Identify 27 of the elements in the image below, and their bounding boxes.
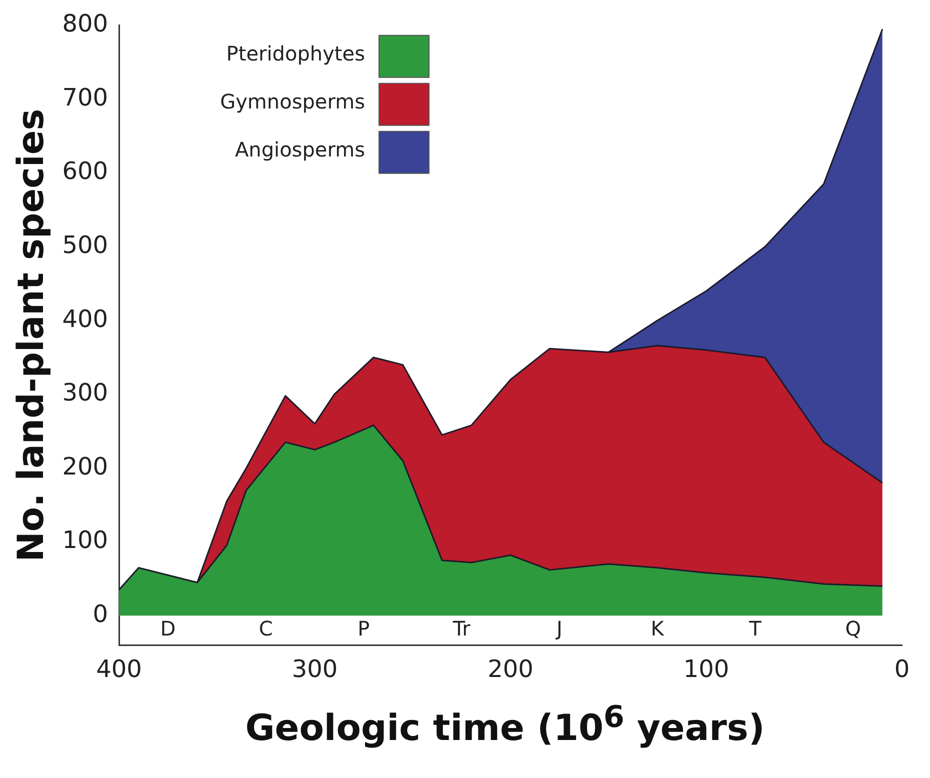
annotation: J bbox=[554, 616, 562, 641]
y-tick-label: 200 bbox=[62, 452, 108, 480]
x-axis-title: Geologic time (10$^{6}$ years) bbox=[244, 700, 766, 749]
y-tick-label: 0 bbox=[92, 600, 108, 628]
x-tick-label: 100 bbox=[683, 654, 730, 683]
x-tick-label: 0 bbox=[894, 654, 910, 683]
y-tick-label: 700 bbox=[62, 83, 108, 112]
annotation: Tr bbox=[452, 616, 472, 641]
y-tick-label: 100 bbox=[62, 526, 108, 554]
y-tick-label: 600 bbox=[62, 157, 108, 186]
annotation: D bbox=[160, 616, 176, 641]
x-tick-label: 300 bbox=[292, 654, 338, 683]
y-axis-title: No. land-plant species bbox=[10, 108, 52, 562]
y-tick-label: 800 bbox=[62, 10, 108, 38]
annotation: T bbox=[748, 616, 762, 641]
annotation: Q bbox=[845, 616, 861, 641]
y-tick-label: 500 bbox=[62, 230, 108, 259]
legend-label: Gymnosperms bbox=[220, 90, 366, 114]
legend-label: Angiosperms bbox=[234, 138, 366, 162]
annotation: C bbox=[258, 616, 273, 641]
legend-label: Pteridophytes bbox=[226, 42, 366, 66]
x-tick-label: 400 bbox=[96, 654, 142, 683]
x-tick-label: 200 bbox=[488, 654, 534, 683]
annotation: P bbox=[358, 616, 370, 641]
y-tick-label: 400 bbox=[62, 304, 108, 333]
annotation: K bbox=[650, 616, 665, 641]
y-tick-label: 300 bbox=[62, 378, 108, 407]
